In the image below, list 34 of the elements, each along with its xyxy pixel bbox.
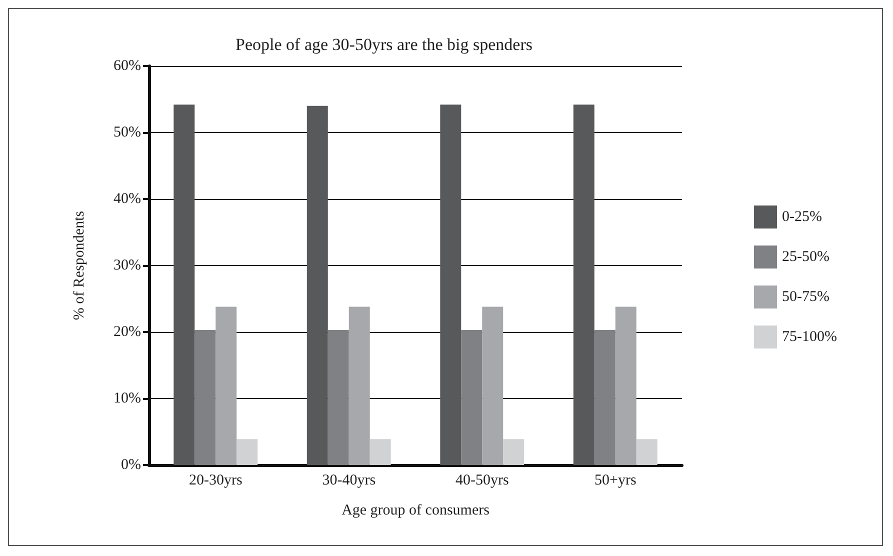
bar [306,106,328,465]
bar [482,306,504,465]
x-tick-label: 40-50yrs [455,472,509,488]
bar [348,306,370,465]
bar [636,439,658,465]
bar [236,439,258,465]
bar [503,439,524,465]
bar [370,439,391,465]
legend-label: 50-75% [782,289,830,305]
bar [440,104,462,465]
bar [216,306,237,465]
chart-title: People of age 30-50yrs are the big spenders [236,35,532,54]
y-tick-label: 50% [114,124,141,140]
y-tick-label: 40% [114,191,141,207]
bar [594,330,616,465]
x-tick-label: 20-30yrs [188,472,242,488]
legend-label: 25-50% [782,249,830,265]
x-axis-title: Age group of consumers [342,502,490,518]
bar [615,306,636,465]
x-tick-label: 30-40yrs [322,472,376,488]
x-tick-label: 50+yrs [594,472,636,488]
bar [194,330,216,465]
bar [461,330,482,465]
y-tick-label: 10% [114,390,141,406]
bar [174,104,195,465]
bar [573,104,594,465]
y-axis-title: % of Respondents [72,210,88,320]
bar [328,330,349,465]
y-tick-label: 20% [114,324,141,340]
legend-label: 75-100% [782,329,838,345]
legend-label: 0-25% [782,209,822,225]
y-tick-label: 30% [114,258,141,274]
y-tick-label: 60% [114,58,141,74]
y-tick-label: 0% [121,457,141,473]
